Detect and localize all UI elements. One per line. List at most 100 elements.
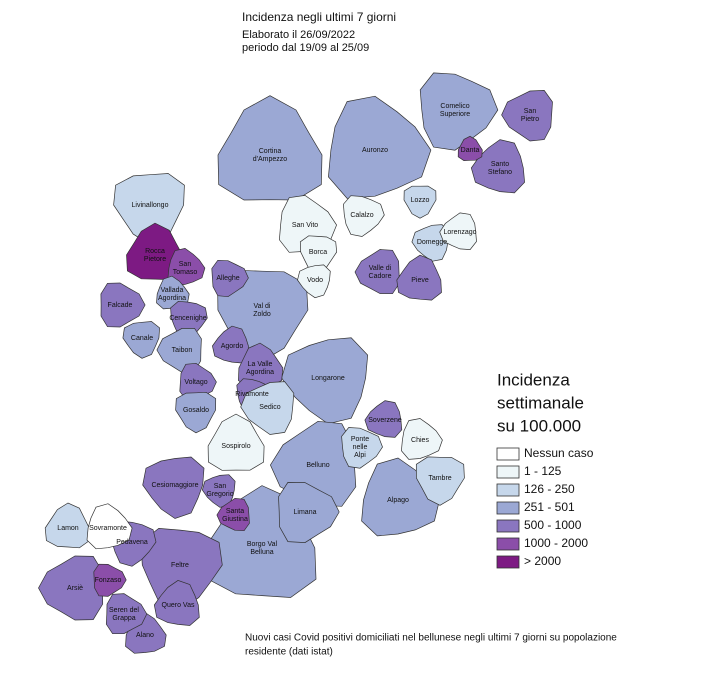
municipality-label: Calalzo: [350, 212, 373, 219]
municipality-label: Livinallongo: [132, 202, 169, 209]
municipality: [216, 497, 250, 532]
legend-swatch: [496, 483, 520, 497]
municipality-label: Pedavena: [116, 539, 148, 546]
municipality-label: d'Ampezzo: [253, 156, 288, 163]
municipality: [153, 580, 200, 626]
municipality: [278, 482, 340, 543]
legend-label: 1000 - 2000: [524, 536, 588, 550]
municipality-label: Agordo: [221, 343, 244, 350]
municipality-label: Sospirolo: [221, 443, 250, 450]
municipality-label: Seren del: [109, 607, 139, 614]
municipality-label: Santo: [491, 161, 509, 168]
municipality-label: Domegge: [417, 239, 447, 246]
municipality-label: Agordina: [158, 295, 186, 302]
municipality-label: Stefano: [488, 169, 512, 176]
municipality-label: Taibon: [172, 347, 193, 354]
municipality: [297, 264, 331, 299]
municipality-label: Alano: [136, 632, 154, 639]
municipality-label: Alpago: [387, 497, 409, 504]
municipality-label: Canale: [131, 335, 153, 342]
municipality: [211, 259, 249, 298]
municipality: [93, 563, 127, 597]
municipality-label: Comelico: [440, 103, 469, 110]
municipality: [86, 503, 133, 550]
municipality: [415, 456, 465, 506]
legend-label: 126 - 250: [524, 482, 575, 496]
municipality-label: Santa: [226, 508, 244, 515]
municipality: [457, 135, 483, 161]
municipality-label: Voltago: [184, 379, 207, 386]
municipality-label: San: [214, 483, 227, 490]
municipality-label: Arsiè: [67, 585, 83, 592]
subtitle: Elaborato il 26/09/2022: [242, 29, 355, 41]
municipality: [396, 254, 442, 301]
legend-swatch: [496, 537, 520, 551]
legend-label: > 2000: [524, 554, 561, 568]
municipality: [140, 528, 223, 611]
municipality-label: Danta: [461, 147, 480, 154]
municipality-label: Tomaso: [173, 269, 198, 276]
municipality-label: Cortina: [259, 148, 282, 155]
municipality: [403, 185, 437, 219]
municipality-label: Auronzo: [362, 147, 388, 154]
footnote: Nuovi casi Covid positivi domiciliati ne…: [245, 633, 617, 644]
municipality: [328, 95, 432, 199]
municipality: [240, 381, 295, 435]
municipality-label: Pietore: [144, 256, 166, 263]
legend-title: settimanale: [497, 393, 584, 412]
municipality-label: Zoldo: [253, 311, 271, 318]
municipality: [343, 195, 385, 237]
municipality: [470, 139, 525, 194]
municipality-label: Feltre: [171, 562, 189, 569]
legend-title: su 100.000: [497, 416, 581, 435]
municipality-label: Pietro: [521, 116, 539, 123]
municipality-label: San Vito: [292, 222, 318, 229]
municipality-label: La Valle: [248, 361, 273, 368]
legend: Incidenza settimanale su 100.000 Nessun cas…: [496, 370, 594, 569]
footnote: residente (dati istat): [245, 647, 333, 658]
municipality: [501, 90, 553, 142]
municipality-label: Val di: [254, 303, 271, 310]
municipality: [175, 391, 217, 434]
municipality-label: Borgo Val: [247, 541, 278, 548]
municipality: [299, 235, 338, 273]
municipality-label: Quero Vas: [162, 602, 195, 609]
municipality: [142, 456, 205, 519]
municipality-label: Soverzene: [368, 417, 402, 424]
municipality: [401, 418, 443, 460]
municipality-label: Limana: [294, 509, 317, 516]
municipality: [105, 593, 148, 635]
municipality-label: Vodo: [307, 277, 323, 284]
municipality: [439, 212, 477, 250]
legend-label: Nessun caso: [524, 446, 594, 460]
regions: [38, 72, 553, 654]
municipality-label: Belluno: [306, 462, 329, 469]
municipality-label: Cencenighe: [169, 315, 206, 322]
legend-swatch: [496, 465, 520, 479]
municipality: [100, 282, 146, 328]
municipality: [341, 427, 383, 469]
municipality-label: Valle di: [369, 265, 392, 272]
municipality-label: Longarone: [311, 375, 345, 382]
municipality-label: Pieve: [411, 277, 429, 284]
municipality: [167, 248, 206, 286]
municipality-label: Gosaldo: [183, 407, 209, 414]
municipality-label: Giustina: [222, 516, 248, 523]
municipality-label: Agordina: [246, 369, 274, 376]
legend-swatch: [496, 501, 520, 515]
legend-label: 1 - 125: [524, 464, 562, 478]
municipality-label: Cadore: [369, 273, 392, 280]
legend-swatch: [496, 519, 520, 533]
municipality-label: Grappa: [112, 615, 135, 622]
municipality: [364, 400, 403, 438]
legend-swatch: [496, 555, 520, 569]
municipality-label: nelle: [353, 444, 368, 451]
legend-title: Incidenza: [497, 370, 570, 389]
municipality-label: Lamon: [57, 525, 79, 532]
municipality: [207, 413, 265, 471]
municipality-label: Borca: [309, 249, 327, 256]
municipality-label: Falcade: [108, 302, 133, 309]
municipality-label: Superiore: [440, 111, 470, 118]
municipality-label: Belluna: [250, 549, 273, 556]
